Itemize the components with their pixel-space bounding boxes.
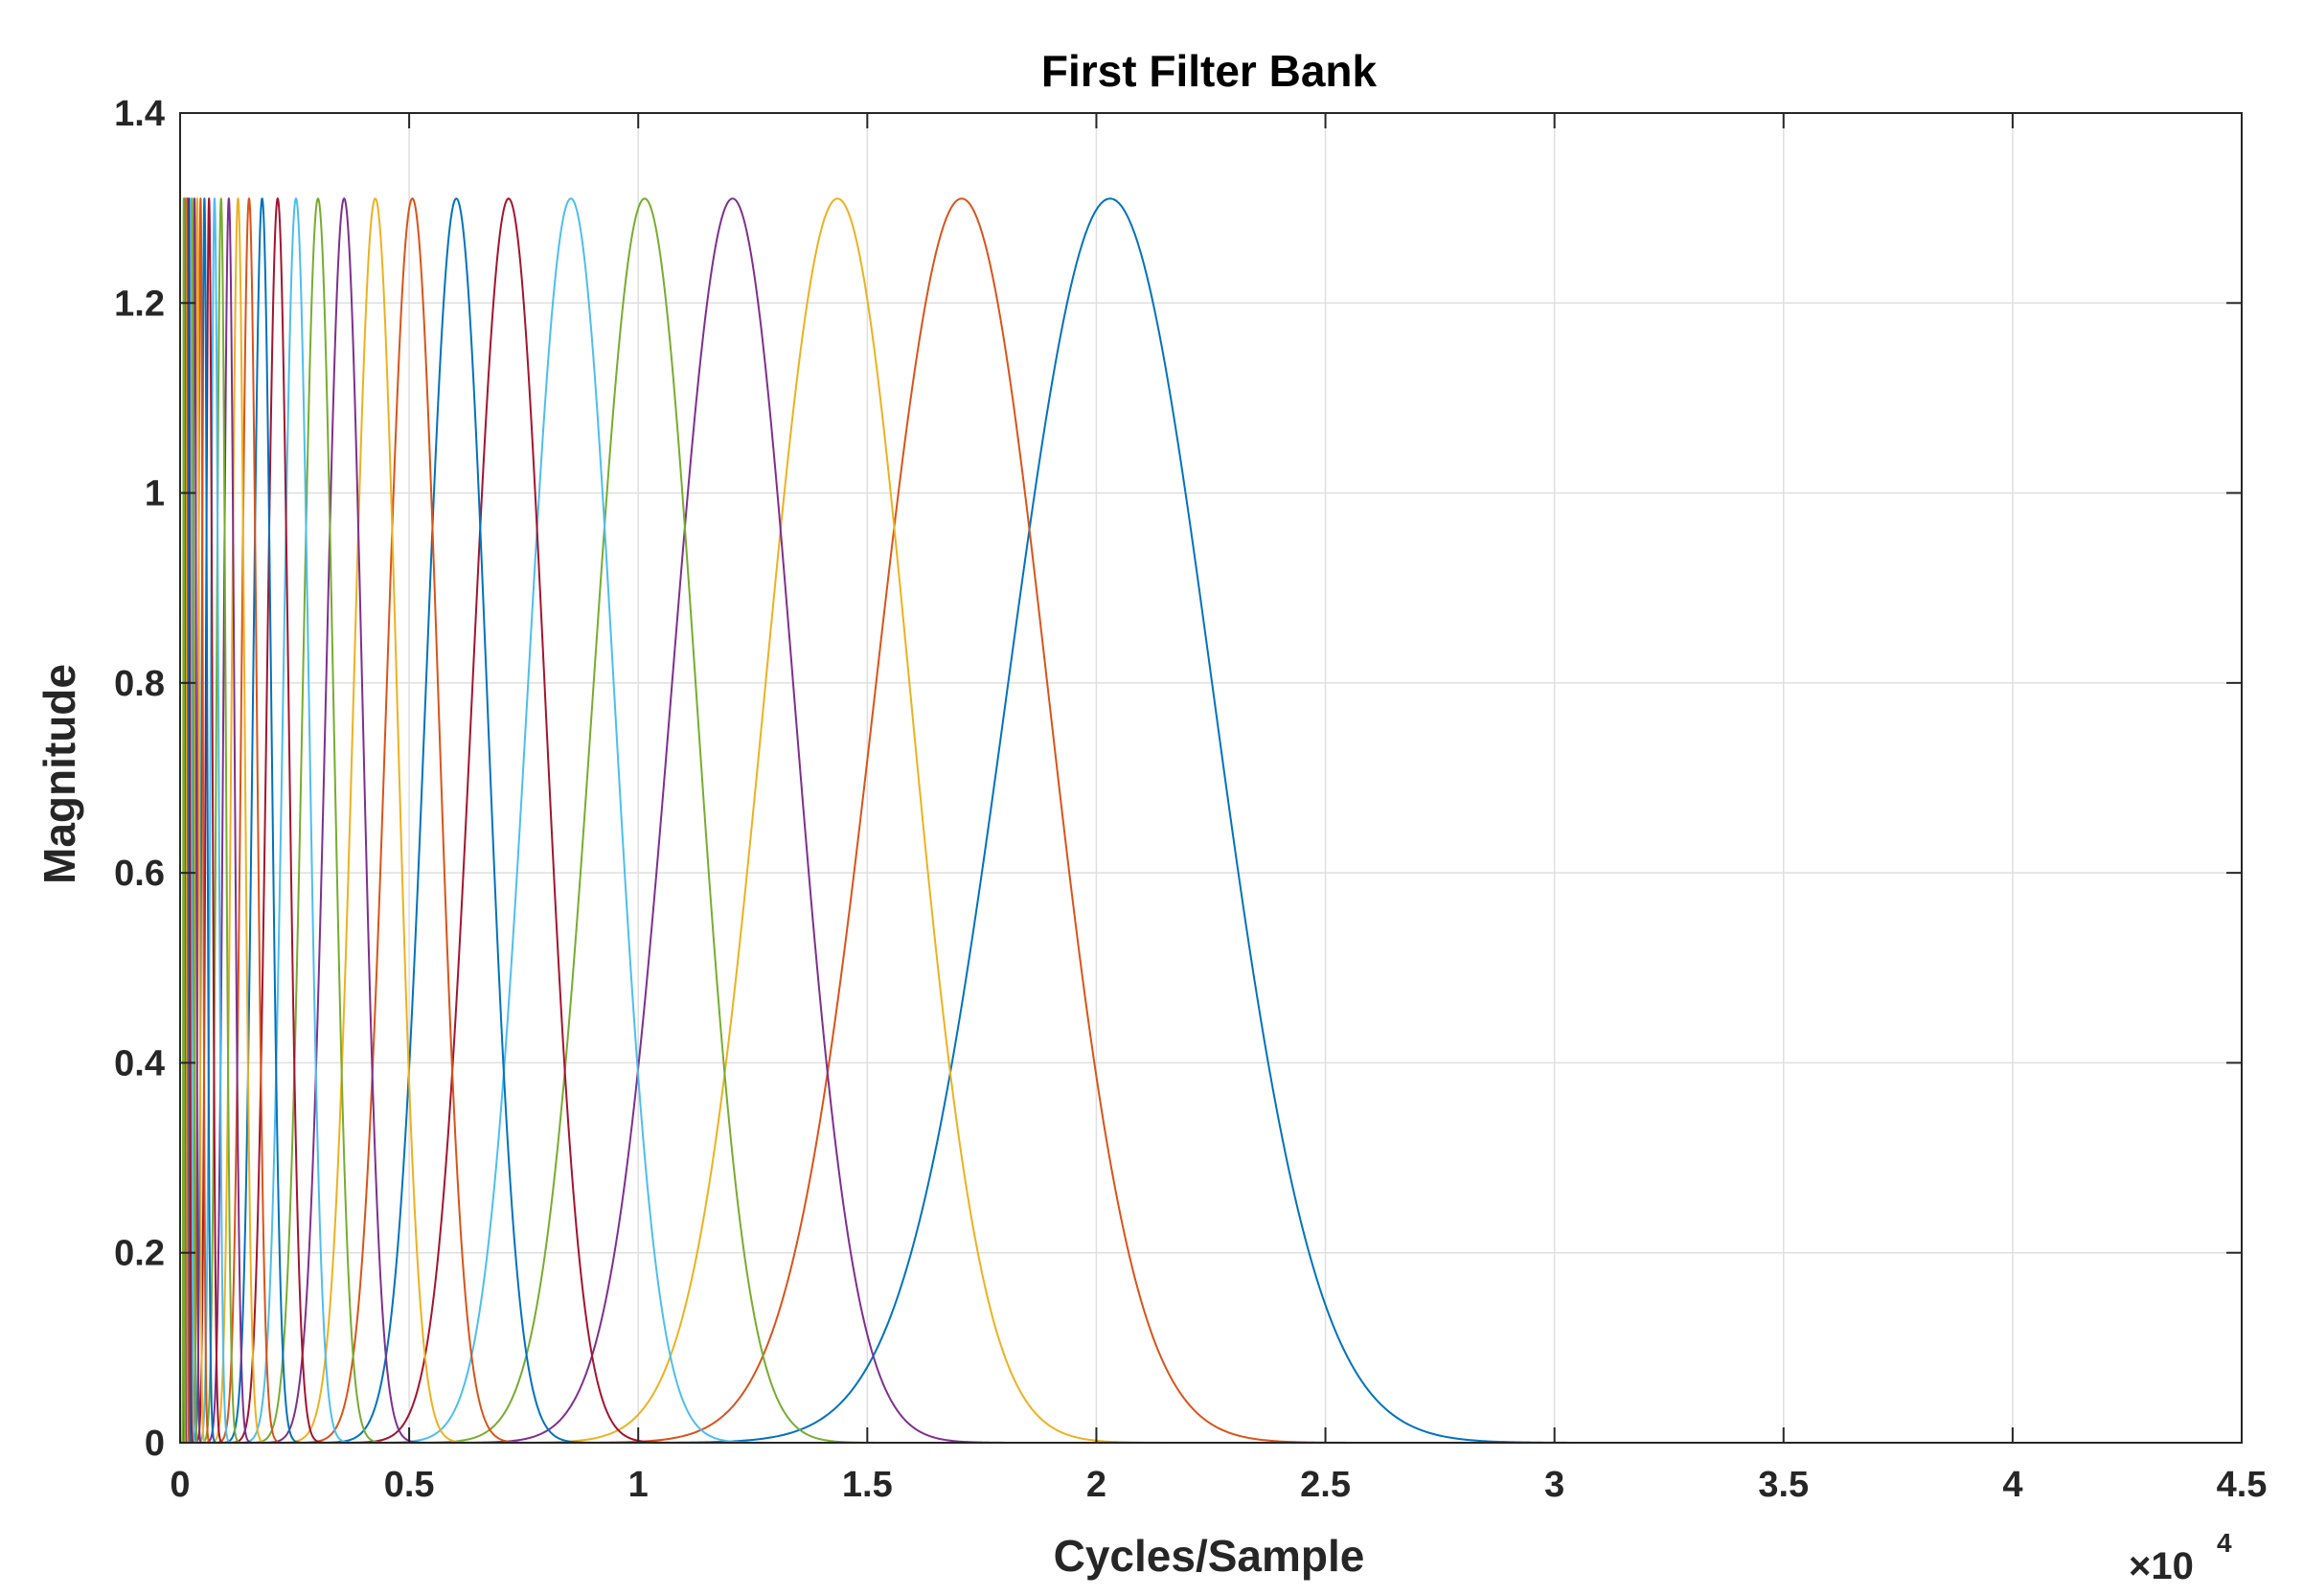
x-tick-label: 4.5 xyxy=(2217,1465,2268,1505)
x-axis-multiplier: ×10 xyxy=(2129,1545,2194,1587)
x-tick-label: 3.5 xyxy=(1758,1465,1809,1505)
tick-labels: 0 0.5 1 1.5 2 2.5 3 3.5 4 4.5 0 0.2 0.4 0.6 0.8 1 1.2 1.4 xyxy=(114,94,2267,1505)
y-tick-label: 0 xyxy=(145,1424,165,1464)
x-tick-label: 1.5 xyxy=(842,1465,893,1505)
tick-marks xyxy=(179,112,2243,1444)
x-tick-label: 1 xyxy=(628,1465,649,1505)
x-axis-multiplier-exponent: 4 xyxy=(2217,1528,2232,1558)
y-tick-label: 1.4 xyxy=(114,94,165,134)
y-tick-label: 0.4 xyxy=(114,1043,165,1083)
x-tick-label: 0 xyxy=(170,1465,190,1505)
y-tick-label: 0.8 xyxy=(114,664,165,704)
x-tick-label: 4 xyxy=(2002,1465,2022,1505)
x-axis-title: Cycles/Sample xyxy=(1054,1531,1365,1581)
x-tick-label: 0.5 xyxy=(384,1465,435,1505)
y-tick-label: 0.2 xyxy=(114,1234,165,1274)
x-tick-label: 2 xyxy=(1086,1465,1106,1505)
chart-title: First Filter Bank xyxy=(1041,46,1378,96)
y-tick-label: 1 xyxy=(145,474,165,514)
x-tick-label: 3 xyxy=(1544,1465,1564,1505)
y-axis-title: Magnitude xyxy=(34,664,84,884)
x-tick-label: 2.5 xyxy=(1300,1465,1351,1505)
y-tick-label: 0.6 xyxy=(114,854,165,894)
y-tick-label: 1.2 xyxy=(114,284,165,324)
axes-box xyxy=(179,112,2243,1444)
